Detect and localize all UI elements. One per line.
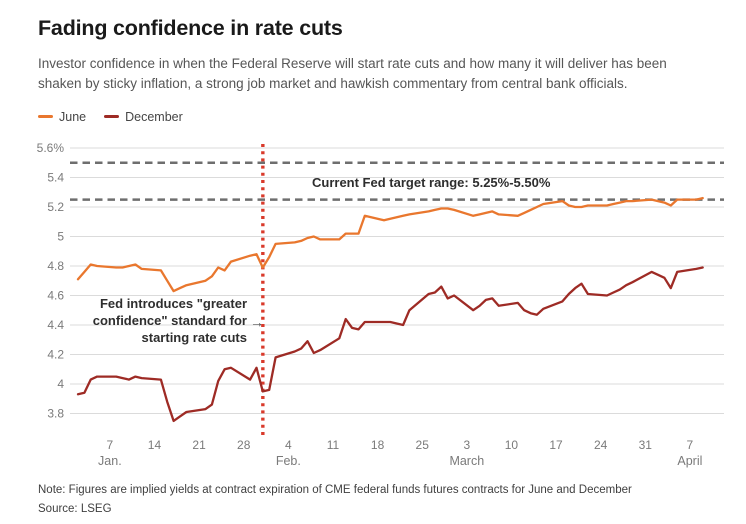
y-tick-label: 5 [57,230,64,244]
chart-footer: Note: Figures are implied yields at cont… [38,481,632,519]
event-annotation-line: Fed introduces "greater [100,296,247,311]
y-tick-label: 3.8 [47,407,64,421]
y-tick-label: 4.2 [47,348,64,362]
page-title: Fading confidence in rate cuts [38,16,343,40]
event-annotation-line: confidence" standard for [93,313,247,328]
y-tick-label: 4.6 [47,289,64,303]
x-tick-label: 21 [192,438,206,452]
x-tick-label: 10 [505,438,519,452]
x-tick-label: 28 [237,438,251,452]
june-series-line [76,196,704,293]
chart-note: Note: Figures are implied yields at cont… [38,484,632,496]
december-series-line [76,266,704,423]
june-line-swatch-icon [38,115,53,118]
fed-target-range-label: Current Fed target range: 5.25%-5.50% [312,175,551,190]
chart-header: Fading confidence in rate cuts Investor … [0,0,746,124]
x-tick-label: 7 [687,438,694,452]
x-tick-label: 25 [416,438,430,452]
legend-item-june: June [38,110,86,124]
month-label: April [677,454,702,468]
event-annotation-line: starting rate cuts [142,330,247,345]
y-tick-label: 4 [57,377,64,391]
chart-subtitle: Investor confidence in when the Federal … [38,56,667,92]
y-tick-label: 5.4 [47,171,64,185]
x-tick-label: 24 [594,438,608,452]
legend-label-june: June [59,109,87,124]
arrow-right-icon: → [250,314,264,330]
y-tick-label: 5.2 [47,200,64,214]
rates-chart-svg: 5.6% 5.4 5.2 5 4.8 4.6 4.4 4.2 4 3.8 Current Fed t… [37,141,724,468]
x-tick-label: 14 [148,438,162,452]
y-tick-label: 4.8 [47,259,64,273]
y-tick-label: 5.6% [37,141,65,155]
x-tick-label: 17 [549,438,563,452]
december-line-swatch-icon [104,115,120,118]
month-label: March [449,454,484,468]
x-tick-label: 18 [371,438,385,452]
x-tick-label: 11 [327,438,340,452]
month-label: Feb. [276,454,301,468]
month-label: Jan. [98,454,122,468]
y-tick-label: 4.4 [47,318,64,332]
x-tick-label: 7 [107,438,114,452]
legend-item-december: December [104,110,183,124]
rates-line-chart: 5.6% 5.4 5.2 5 4.8 4.6 4.4 4.2 4 3.8 Current Fed t… [0,140,746,472]
legend-label-december: December [125,109,183,124]
chart-legend: June December [38,110,722,124]
x-tick-label: 3 [463,438,470,452]
x-tick-label: 31 [639,438,653,452]
chart-source: Source: LSEG [38,502,112,515]
x-tick-label: 4 [285,438,292,452]
